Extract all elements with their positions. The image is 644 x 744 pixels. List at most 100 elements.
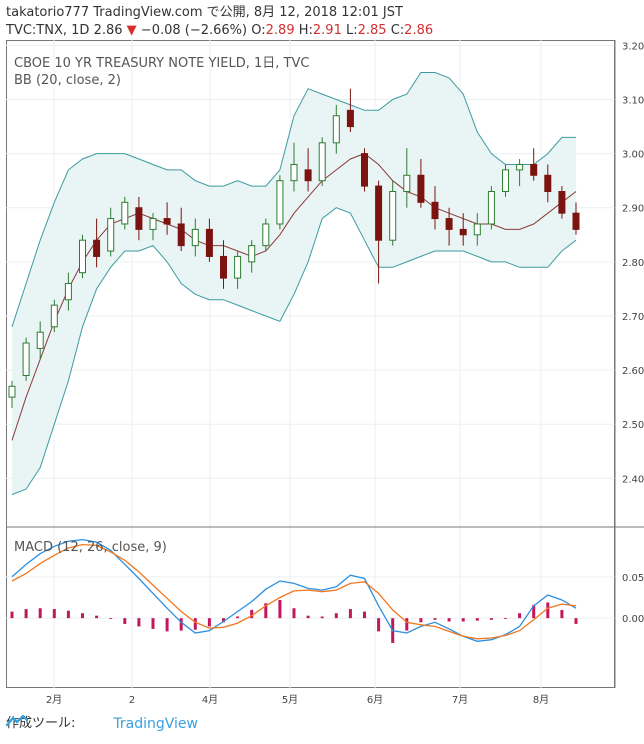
candle-body [318, 142, 326, 182]
time-axis-tick-label: 2 [129, 695, 135, 706]
candle-body [220, 255, 227, 279]
price-axis-tick-label: 2.40 [622, 474, 644, 485]
candle-body [22, 342, 30, 376]
symbol-label: TVC:TNX, 1D [6, 23, 90, 38]
price-axis-tick-label: 2.50 [622, 420, 644, 431]
macd-histogram-bar [52, 609, 56, 619]
candle-body [445, 218, 453, 230]
open-value: 2.89 [265, 23, 295, 38]
time-axis-tick-label: 2月 [46, 694, 62, 706]
last-price: 2.86 [93, 23, 123, 38]
bb-fill [12, 72, 576, 495]
candle-body [64, 283, 72, 301]
macd-histogram-bar [419, 618, 423, 623]
candle-body [50, 304, 58, 328]
candle-body [516, 163, 524, 171]
macd-histogram-bar [574, 618, 578, 624]
candle-body [290, 163, 298, 182]
bb-indicator-label: BB (20, close, 2) [14, 73, 121, 88]
bb-basis-line [11, 153, 577, 441]
candle-body [389, 191, 397, 241]
candle-body [459, 228, 467, 236]
price-pane-title: CBOE 10 YR TREASURY NOTE YIELD, 1日, TVC [14, 56, 309, 71]
macd-histogram-bar [433, 618, 437, 620]
candle-body [530, 163, 538, 176]
candle-body [487, 191, 495, 225]
close-value: 2.86 [404, 23, 434, 38]
price-axis-tick-label: 3.10 [622, 96, 644, 107]
macd-histogram-bar [348, 609, 352, 619]
candle-body [572, 212, 580, 230]
price-axis-tick-label: 3.20 [622, 41, 644, 52]
macd-line [11, 538, 577, 642]
made-with-label: 作成ツール: [6, 716, 76, 731]
candle-body [248, 245, 256, 263]
macd-histogram-bar [10, 611, 14, 619]
macd-histogram-bar [95, 615, 99, 619]
macd-histogram-bar [250, 609, 254, 619]
macd-histogram-bar [81, 613, 84, 619]
tradingview-link[interactable]: TradingView [113, 716, 198, 732]
price-axis-tick-label: 2.70 [622, 312, 644, 323]
macd-histogram-bar [292, 608, 296, 619]
macd-histogram-bar [447, 618, 451, 622]
signal-line [11, 543, 577, 640]
candle-body [149, 218, 157, 230]
high-value: 2.91 [312, 23, 342, 38]
candle-body [177, 223, 185, 247]
candle-body [205, 228, 213, 257]
candle-body [431, 201, 439, 220]
candle-body [346, 109, 354, 128]
time-axis-tick-label: 5月 [282, 694, 298, 706]
tradingview-logo-icon[interactable] [6, 714, 105, 731]
macd-histogram-bar [546, 602, 550, 619]
candle-body [163, 218, 171, 225]
chart-header: takatorio777 TradingView.com で公開, 8月 12,… [6, 4, 433, 40]
candle-body [473, 223, 481, 236]
macd-histogram-bar [193, 618, 197, 630]
macd-histogram-bar [560, 609, 564, 619]
macd-histogram-bar [504, 618, 507, 619]
macd-histogram-bar [123, 618, 127, 624]
candle-body [135, 207, 143, 230]
ohlc-line: TVC:TNX, 1D 2.86 ▼ −0.08 (−2.66%) O:2.89… [6, 22, 433, 40]
bb-lower-line [11, 207, 577, 495]
low-label: L: [345, 23, 358, 38]
candle-body [8, 385, 16, 398]
macd-histogram-bar [475, 618, 479, 621]
price-axis-tick-label: 3.00 [622, 150, 644, 161]
macd-histogram-bar [320, 616, 324, 619]
macd-histogram-bar [377, 618, 381, 632]
macd-histogram-bar [306, 615, 310, 619]
macd-histogram-bar [24, 609, 28, 619]
price-axis-tick-label: 2.60 [622, 366, 644, 377]
macd-histogram-bar [518, 613, 522, 619]
price-axis-tick-label: 2.80 [622, 258, 644, 269]
macd-histogram-bar [489, 618, 493, 620]
candle-body [417, 174, 425, 203]
candle-body [558, 191, 566, 214]
open-label: O: [251, 23, 266, 38]
candle-body [36, 331, 44, 349]
footer: 作成ツール: TradingView [6, 714, 198, 734]
macd-histogram-bar [405, 618, 409, 631]
down-arrow-icon: ▼ [126, 23, 137, 38]
candle-body [361, 153, 368, 187]
macd-histogram-bar [165, 618, 169, 632]
candle-body [502, 169, 509, 193]
time-axis-tick-label: 7月 [452, 694, 468, 706]
macd-histogram-bar [38, 608, 42, 619]
macd-histogram-bar [363, 611, 366, 619]
time-axis-tick-label: 8月 [533, 694, 549, 706]
price-change: −0.08 (−2.66%) [140, 23, 248, 38]
candle-body [121, 201, 129, 225]
candle-body [262, 223, 270, 247]
macd-histogram-bar [179, 618, 183, 631]
candle-body [93, 239, 101, 257]
macd-histogram-bar [66, 610, 70, 619]
low-value: 2.85 [357, 23, 387, 38]
close-label: C: [390, 23, 405, 38]
price-axis-tick-label: 2.90 [622, 204, 644, 215]
candle-body [304, 169, 312, 182]
